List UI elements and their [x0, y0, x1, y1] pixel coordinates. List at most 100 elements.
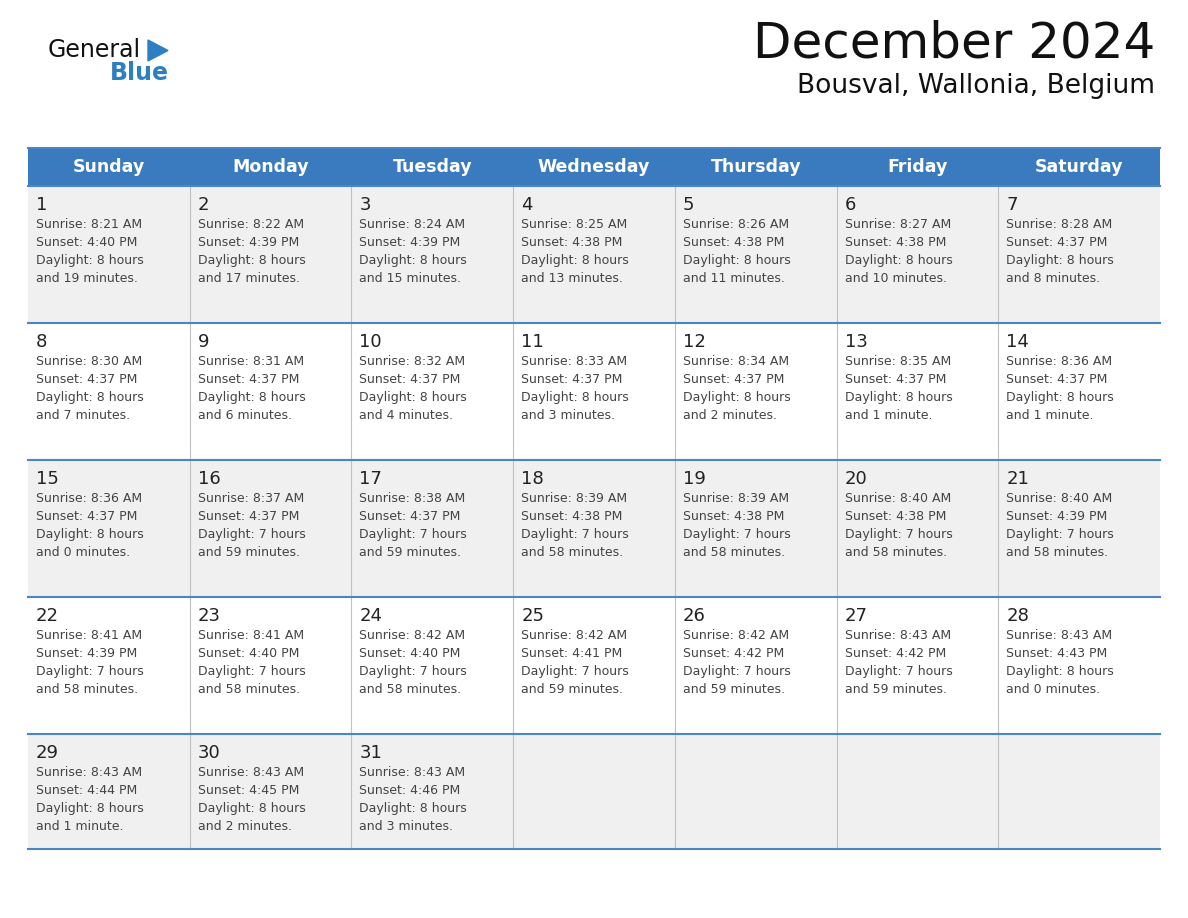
Text: 3: 3 [360, 196, 371, 214]
Text: Daylight: 8 hours: Daylight: 8 hours [1006, 665, 1114, 678]
Text: Sunset: 4:37 PM: Sunset: 4:37 PM [197, 510, 299, 523]
Text: 4: 4 [522, 196, 532, 214]
Text: Daylight: 7 hours: Daylight: 7 hours [197, 528, 305, 541]
Text: Friday: Friday [887, 158, 948, 176]
Text: Saturday: Saturday [1035, 158, 1124, 176]
Text: Sunset: 4:38 PM: Sunset: 4:38 PM [845, 510, 946, 523]
Text: Daylight: 8 hours: Daylight: 8 hours [845, 391, 953, 404]
Text: Daylight: 8 hours: Daylight: 8 hours [683, 254, 790, 267]
Text: and 59 minutes.: and 59 minutes. [683, 683, 785, 696]
Text: 24: 24 [360, 607, 383, 625]
Text: Sunrise: 8:38 AM: Sunrise: 8:38 AM [360, 492, 466, 505]
Text: Daylight: 7 hours: Daylight: 7 hours [360, 528, 467, 541]
Text: Daylight: 7 hours: Daylight: 7 hours [1006, 528, 1114, 541]
Text: 31: 31 [360, 744, 383, 762]
Text: Sunset: 4:39 PM: Sunset: 4:39 PM [1006, 510, 1107, 523]
Text: Sunrise: 8:43 AM: Sunrise: 8:43 AM [1006, 629, 1112, 642]
Text: 2: 2 [197, 196, 209, 214]
Text: and 6 minutes.: and 6 minutes. [197, 409, 292, 422]
Text: Sunset: 4:42 PM: Sunset: 4:42 PM [683, 647, 784, 660]
Bar [29, 186, 1159, 323]
Text: and 2 minutes.: and 2 minutes. [197, 820, 292, 833]
Text: and 8 minutes.: and 8 minutes. [1006, 272, 1100, 285]
Text: Sunrise: 8:42 AM: Sunrise: 8:42 AM [683, 629, 789, 642]
Text: and 0 minutes.: and 0 minutes. [1006, 683, 1100, 696]
Text: Sunrise: 8:22 AM: Sunrise: 8:22 AM [197, 218, 304, 231]
Polygon shape [148, 40, 168, 61]
Text: Daylight: 8 hours: Daylight: 8 hours [522, 254, 628, 267]
Text: and 59 minutes.: and 59 minutes. [360, 546, 461, 559]
Text: 28: 28 [1006, 607, 1029, 625]
Text: Sunset: 4:38 PM: Sunset: 4:38 PM [683, 510, 784, 523]
Text: and 59 minutes.: and 59 minutes. [197, 546, 299, 559]
Text: Sunrise: 8:27 AM: Sunrise: 8:27 AM [845, 218, 950, 231]
Text: Daylight: 8 hours: Daylight: 8 hours [36, 802, 144, 815]
Text: Sunset: 4:39 PM: Sunset: 4:39 PM [360, 236, 461, 249]
Text: Daylight: 7 hours: Daylight: 7 hours [683, 665, 790, 678]
Text: Sunset: 4:39 PM: Sunset: 4:39 PM [36, 647, 138, 660]
Text: and 17 minutes.: and 17 minutes. [197, 272, 299, 285]
Text: Daylight: 8 hours: Daylight: 8 hours [360, 391, 467, 404]
Text: Sunrise: 8:24 AM: Sunrise: 8:24 AM [360, 218, 466, 231]
Text: 14: 14 [1006, 333, 1029, 351]
Text: Daylight: 7 hours: Daylight: 7 hours [36, 665, 144, 678]
Text: Daylight: 8 hours: Daylight: 8 hours [36, 391, 144, 404]
Text: and 58 minutes.: and 58 minutes. [1006, 546, 1108, 559]
Text: Sunset: 4:40 PM: Sunset: 4:40 PM [36, 236, 138, 249]
Text: 25: 25 [522, 607, 544, 625]
Text: Bousval, Wallonia, Belgium: Bousval, Wallonia, Belgium [797, 73, 1155, 99]
Bar [29, 597, 1159, 734]
Text: Daylight: 8 hours: Daylight: 8 hours [1006, 391, 1114, 404]
Text: 8: 8 [36, 333, 48, 351]
Text: Sunset: 4:37 PM: Sunset: 4:37 PM [197, 373, 299, 386]
Text: Sunset: 4:40 PM: Sunset: 4:40 PM [360, 647, 461, 660]
Text: Daylight: 8 hours: Daylight: 8 hours [1006, 254, 1114, 267]
Text: Thursday: Thursday [710, 158, 801, 176]
Text: 1: 1 [36, 196, 48, 214]
Text: and 58 minutes.: and 58 minutes. [360, 683, 462, 696]
Text: and 13 minutes.: and 13 minutes. [522, 272, 623, 285]
Text: Sunrise: 8:26 AM: Sunrise: 8:26 AM [683, 218, 789, 231]
Text: December 2024: December 2024 [753, 19, 1155, 67]
Text: Sunrise: 8:43 AM: Sunrise: 8:43 AM [36, 766, 143, 779]
Text: 26: 26 [683, 607, 706, 625]
Text: Sunset: 4:44 PM: Sunset: 4:44 PM [36, 784, 138, 797]
Text: and 1 minute.: and 1 minute. [1006, 409, 1094, 422]
Text: Sunset: 4:38 PM: Sunset: 4:38 PM [683, 236, 784, 249]
Text: Sunrise: 8:41 AM: Sunrise: 8:41 AM [36, 629, 143, 642]
Text: 7: 7 [1006, 196, 1018, 214]
Text: General: General [48, 38, 141, 62]
Text: 30: 30 [197, 744, 221, 762]
Text: Sunset: 4:41 PM: Sunset: 4:41 PM [522, 647, 623, 660]
Bar [29, 460, 1159, 597]
Text: Sunset: 4:37 PM: Sunset: 4:37 PM [36, 373, 138, 386]
Text: Sunset: 4:37 PM: Sunset: 4:37 PM [1006, 373, 1107, 386]
Text: Sunset: 4:39 PM: Sunset: 4:39 PM [197, 236, 299, 249]
Text: Sunset: 4:38 PM: Sunset: 4:38 PM [522, 236, 623, 249]
Text: and 10 minutes.: and 10 minutes. [845, 272, 947, 285]
Text: 16: 16 [197, 470, 221, 488]
Text: Sunrise: 8:36 AM: Sunrise: 8:36 AM [1006, 355, 1112, 368]
Text: Daylight: 7 hours: Daylight: 7 hours [845, 665, 953, 678]
Text: Sunset: 4:38 PM: Sunset: 4:38 PM [845, 236, 946, 249]
Text: Daylight: 7 hours: Daylight: 7 hours [197, 665, 305, 678]
Text: Sunset: 4:37 PM: Sunset: 4:37 PM [36, 510, 138, 523]
Text: and 19 minutes.: and 19 minutes. [36, 272, 138, 285]
Text: Blue: Blue [110, 61, 169, 85]
Text: Daylight: 8 hours: Daylight: 8 hours [197, 254, 305, 267]
Text: Sunrise: 8:42 AM: Sunrise: 8:42 AM [360, 629, 466, 642]
Text: Sunrise: 8:30 AM: Sunrise: 8:30 AM [36, 355, 143, 368]
Text: Daylight: 8 hours: Daylight: 8 hours [845, 254, 953, 267]
Text: and 15 minutes.: and 15 minutes. [360, 272, 461, 285]
Text: 21: 21 [1006, 470, 1029, 488]
Text: Sunset: 4:37 PM: Sunset: 4:37 PM [360, 373, 461, 386]
Text: Daylight: 8 hours: Daylight: 8 hours [683, 391, 790, 404]
Text: 11: 11 [522, 333, 544, 351]
Text: Sunrise: 8:40 AM: Sunrise: 8:40 AM [1006, 492, 1112, 505]
Text: and 58 minutes.: and 58 minutes. [845, 546, 947, 559]
Text: and 59 minutes.: and 59 minutes. [845, 683, 947, 696]
Text: Sunrise: 8:35 AM: Sunrise: 8:35 AM [845, 355, 950, 368]
Text: Wednesday: Wednesday [538, 158, 650, 176]
Text: and 58 minutes.: and 58 minutes. [683, 546, 785, 559]
Text: 13: 13 [845, 333, 867, 351]
